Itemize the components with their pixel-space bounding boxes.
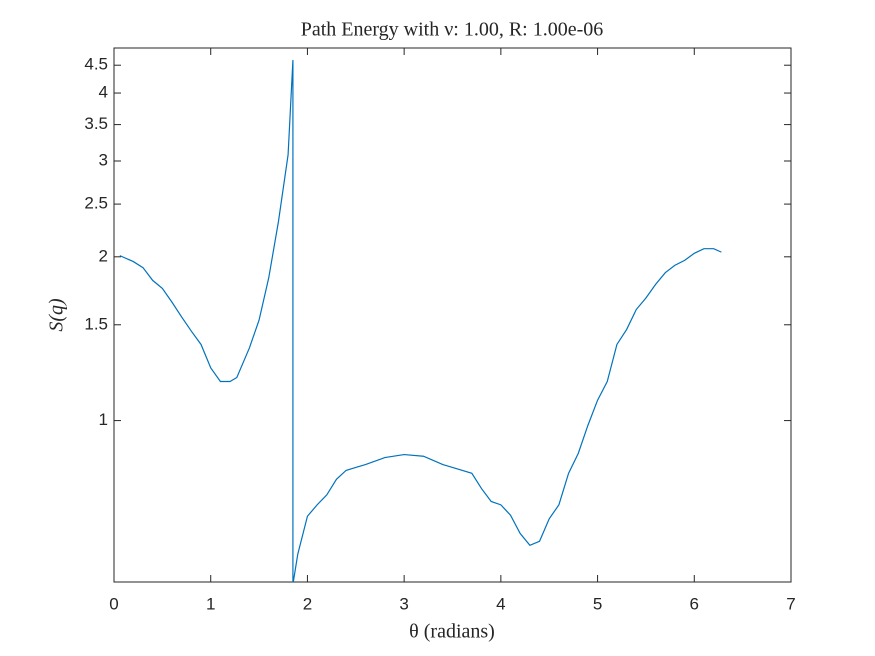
x-tick-label: 1 xyxy=(206,594,215,613)
y-tick-label: 4.5 xyxy=(84,55,108,74)
x-axis-label: θ (radians) xyxy=(409,621,495,643)
x-tick-label: 4 xyxy=(496,594,505,613)
y-tick-label: 3 xyxy=(99,150,108,169)
data-line xyxy=(119,59,722,582)
y-tick-label: 4 xyxy=(99,83,108,102)
y-tick-label: 1 xyxy=(99,410,108,429)
x-tick-label: 3 xyxy=(399,594,408,613)
x-tick-label: 2 xyxy=(303,594,312,613)
y-tick-label: 2.5 xyxy=(84,194,108,213)
y-axis-label: S(q) xyxy=(46,298,68,332)
y-tick-label: 2 xyxy=(99,246,108,265)
y-tick-label: 1.5 xyxy=(84,314,108,333)
chart-title: Path Energy with ν: 1.00, R: 1.00e-06 xyxy=(301,19,604,41)
x-tick-label: 5 xyxy=(593,594,602,613)
plot-area xyxy=(113,47,792,583)
y-tick-label: 3.5 xyxy=(84,114,108,133)
x-tick-label: 0 xyxy=(109,594,118,613)
x-tick-label: 7 xyxy=(786,594,795,613)
x-tick-label: 6 xyxy=(690,594,699,613)
